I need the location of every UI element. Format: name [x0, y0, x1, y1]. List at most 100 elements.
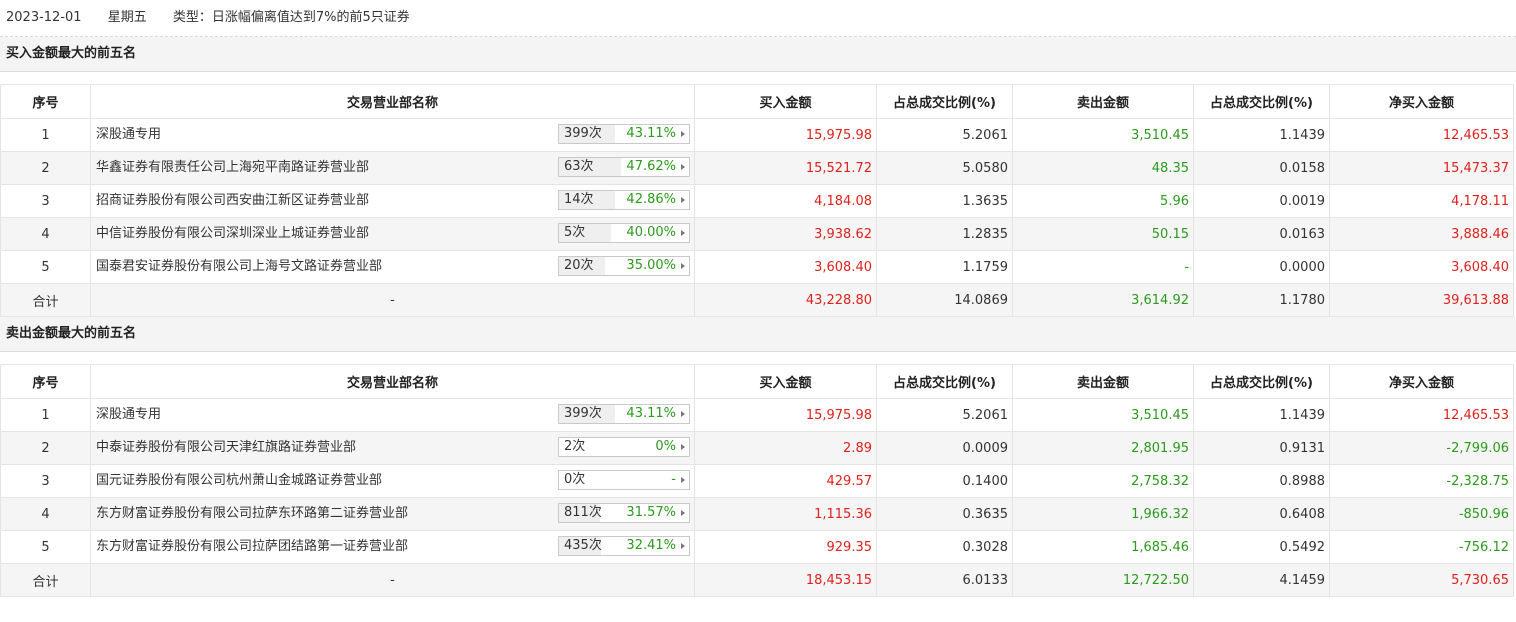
col-buy-ratio: 占总成交比例(%)	[876, 364, 1013, 399]
badge-rate-fill	[559, 537, 602, 555]
broker-history-badge[interactable]: 20次 35.00%	[558, 256, 690, 276]
broker-cell: 东方财富证券股份有限公司拉萨东环路第二证券营业部 811次 31.57%	[90, 497, 695, 531]
broker-history-badge[interactable]: 399次 43.11%	[558, 404, 690, 424]
broker-name-link[interactable]: 华鑫证券有限责任公司上海宛平南路证券营业部	[96, 160, 370, 175]
broker-cell: 中信证券股份有限公司深圳深业上城证券营业部 5次 40.00%	[90, 217, 695, 251]
buy-amount: 3,608.40	[694, 250, 877, 284]
broker-cell: 中泰证券股份有限公司天津红旗路证券营业部 2次 0%	[90, 431, 695, 465]
sell-amount: 3,510.45	[1012, 398, 1194, 432]
total-net-buy: 39,613.88	[1329, 283, 1514, 317]
total-buy-amount: 43,228.80	[694, 283, 877, 317]
broker-history-badge[interactable]: 399次 43.11%	[558, 124, 690, 144]
caret-right-icon	[681, 411, 685, 417]
badge-rate-fill	[559, 158, 621, 176]
col-net-buy: 净买入金额	[1329, 84, 1514, 119]
broker-name-link[interactable]: 深股通专用	[96, 127, 162, 142]
buy-ratio: 0.3635	[876, 497, 1013, 531]
broker-name-link[interactable]: 中信证券股份有限公司深圳深业上城证券营业部	[96, 226, 370, 241]
row-number: 1	[0, 118, 91, 152]
sell-ratio: 0.0019	[1193, 184, 1330, 218]
buy-top5-table: 序号 交易营业部名称 买入金额 占总成交比例(%) 卖出金额 占总成交比例(%)…	[0, 84, 1514, 317]
broker-history-badge[interactable]: 5次 40.00%	[558, 223, 690, 243]
sell-section-title: 卖出金额最大的前五名	[0, 317, 1516, 352]
broker-history-badge[interactable]: 63次 47.62%	[558, 157, 690, 177]
caret-right-icon	[681, 197, 685, 203]
broker-history-badge[interactable]: 0次 -	[558, 470, 690, 490]
broker-name-link[interactable]: 国元证券股份有限公司杭州萧山金城路证券营业部	[96, 473, 383, 488]
sell-top5-table: 序号 交易营业部名称 买入金额 占总成交比例(%) 卖出金额 占总成交比例(%)…	[0, 364, 1514, 597]
table-row: 5 国泰君安证券股份有限公司上海号文路证券营业部 20次 35.00% 3,608.40…	[0, 250, 1514, 284]
row-number: 5	[0, 250, 91, 284]
success-rate: 40.00%	[626, 225, 676, 240]
success-rate: 43.11%	[626, 126, 676, 141]
total-sell-ratio: 1.1780	[1193, 283, 1330, 317]
buy-amount: 15,975.98	[694, 118, 877, 152]
broker-name-link[interactable]: 深股通专用	[96, 407, 162, 422]
sell-amount: 5.96	[1012, 184, 1194, 218]
sell-amount: 2,801.95	[1012, 431, 1194, 465]
total-buy-ratio: 6.0133	[876, 563, 1013, 597]
broker-name-link[interactable]: 中泰证券股份有限公司天津红旗路证券营业部	[96, 440, 357, 455]
caret-right-icon	[681, 543, 685, 549]
broker-history-badge[interactable]: 14次 42.86%	[558, 190, 690, 210]
broker-name-link[interactable]: 招商证券股份有限公司西安曲江新区证券营业部	[96, 193, 370, 208]
broker-name-link[interactable]: 东方财富证券股份有限公司拉萨东环路第二证券营业部	[96, 506, 409, 521]
success-rate: 0%	[655, 439, 676, 454]
caret-right-icon	[681, 263, 685, 269]
col-buy-ratio: 占总成交比例(%)	[876, 84, 1013, 119]
buy-ratio: 5.0580	[876, 151, 1013, 185]
buy-amount: 3,938.62	[694, 217, 877, 251]
net-buy-amount: 4,178.11	[1329, 184, 1514, 218]
caret-right-icon	[681, 131, 685, 137]
broker-cell: 华鑫证券有限责任公司上海宛平南路证券营业部 63次 47.62%	[90, 151, 695, 185]
filter-bar: 2023-12-01 星期五 类型：日涨幅偏离值达到7%的前5只证券	[0, 0, 1516, 37]
broker-history-badge[interactable]: 811次 31.57%	[558, 503, 690, 523]
broker-cell: 国元证券股份有限公司杭州萧山金城路证券营业部 0次 -	[90, 464, 695, 498]
success-rate: 31.57%	[626, 505, 676, 520]
sell-ratio: 1.1439	[1193, 118, 1330, 152]
success-rate: -	[671, 472, 676, 487]
net-buy-amount: 3,888.46	[1329, 217, 1514, 251]
badge-rate-fill	[559, 191, 615, 209]
table-row: 2 华鑫证券有限责任公司上海宛平南路证券营业部 63次 47.62% 15,521.72…	[0, 151, 1514, 185]
success-rate: 32.41%	[626, 538, 676, 553]
total-sell-amount: 12,722.50	[1012, 563, 1194, 597]
col-no: 序号	[0, 364, 91, 399]
total-sell-amount: 3,614.92	[1012, 283, 1194, 317]
total-name: -	[90, 563, 695, 597]
net-buy-amount: 12,465.53	[1329, 398, 1514, 432]
net-buy-amount: -756.12	[1329, 530, 1514, 564]
list-type: 类型：日涨幅偏离值达到7%的前5只证券	[172, 10, 410, 25]
caret-right-icon	[681, 164, 685, 170]
net-buy-amount: 3,608.40	[1329, 250, 1514, 284]
sell-amount: 2,758.32	[1012, 464, 1194, 498]
buy-ratio: 0.0009	[876, 431, 1013, 465]
buy-amount: 929.35	[694, 530, 877, 564]
broker-history-badge[interactable]: 2次 0%	[558, 437, 690, 457]
broker-history-badge[interactable]: 435次 32.41%	[558, 536, 690, 556]
col-net-buy: 净买入金额	[1329, 364, 1514, 399]
broker-name-link[interactable]: 国泰君安证券股份有限公司上海号文路证券营业部	[96, 259, 383, 274]
col-sell-ratio: 占总成交比例(%)	[1193, 364, 1330, 399]
broker-cell: 国泰君安证券股份有限公司上海号文路证券营业部 20次 35.00%	[90, 250, 695, 284]
buy-section-title: 买入金额最大的前五名	[0, 37, 1516, 72]
row-number: 1	[0, 398, 91, 432]
total-row: 合计 -43,228.80 14.0869 3,614.92 1.1780 39,613.…	[0, 283, 1514, 317]
buy-amount: 4,184.08	[694, 184, 877, 218]
sell-amount: 48.35	[1012, 151, 1194, 185]
table-row: 2 中泰证券股份有限公司天津红旗路证券营业部 2次 0% 2.89 0.0009 2,801…	[0, 431, 1514, 465]
listing-count: 0次	[564, 472, 586, 487]
sell-ratio: 1.1439	[1193, 398, 1330, 432]
sell-amount: -	[1012, 250, 1194, 284]
listing-count: 20次	[564, 258, 594, 273]
buy-ratio: 0.1400	[876, 464, 1013, 498]
total-label: 合计	[0, 563, 91, 597]
sell-ratio: 0.0163	[1193, 217, 1330, 251]
net-buy-amount: -2,799.06	[1329, 431, 1514, 465]
listing-count: 14次	[564, 192, 594, 207]
row-number: 2	[0, 431, 91, 465]
total-row: 合计 -18,453.15 6.0133 12,722.50 4.1459 5,730.6…	[0, 563, 1514, 597]
broker-name-link[interactable]: 东方财富证券股份有限公司拉萨团结路第一证券营业部	[96, 539, 409, 554]
success-rate: 42.86%	[626, 192, 676, 207]
sell-amount: 3,510.45	[1012, 118, 1194, 152]
